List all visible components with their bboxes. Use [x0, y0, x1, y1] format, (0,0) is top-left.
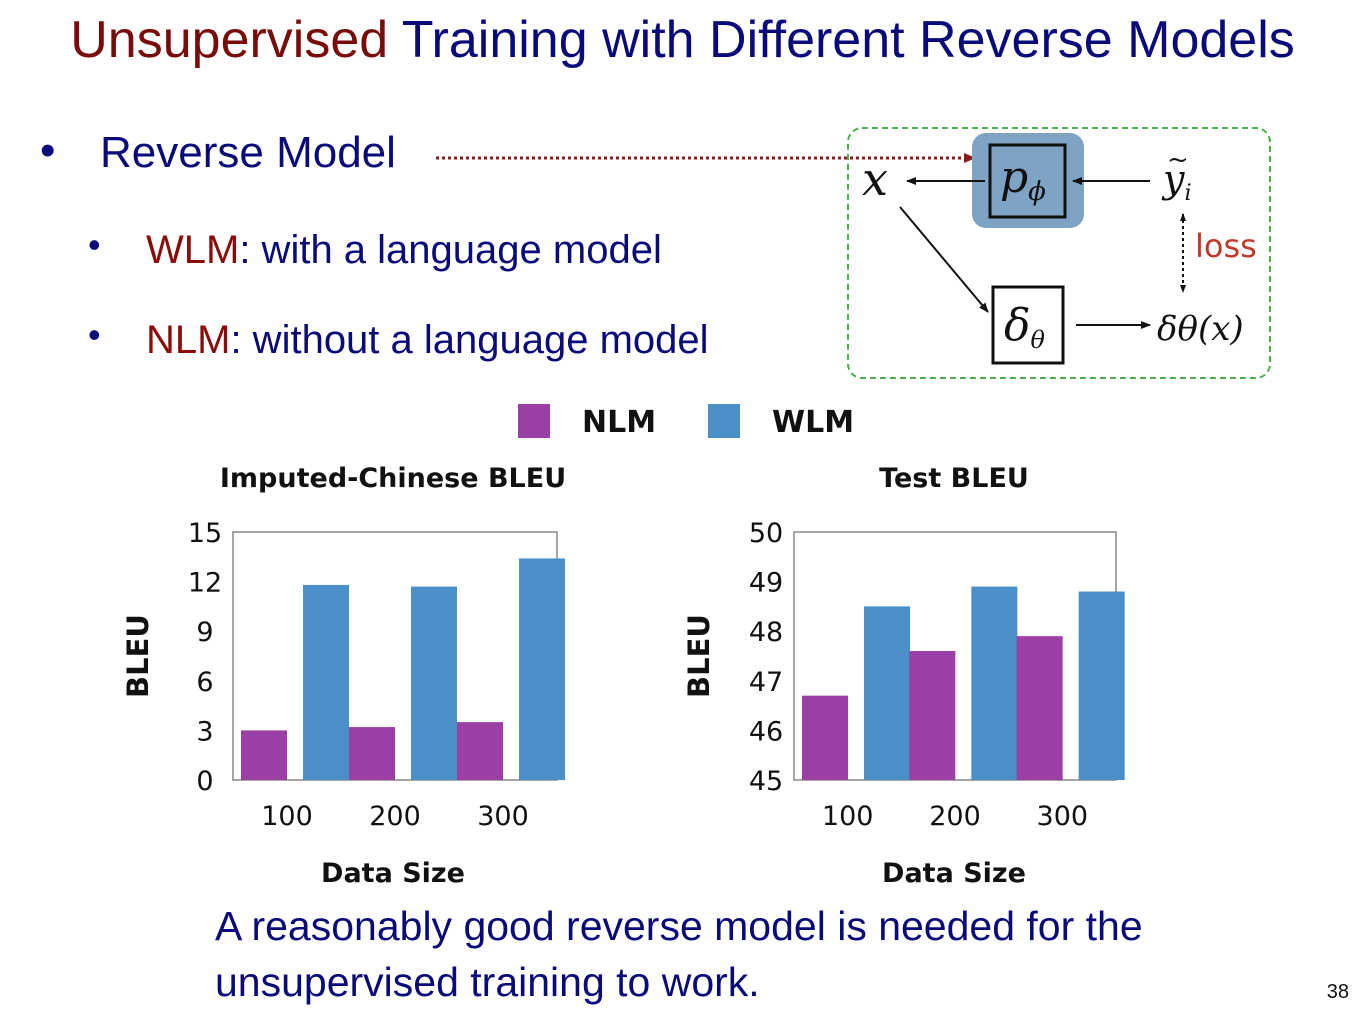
- x-tick-label: 300: [1037, 801, 1089, 832]
- y-label: yi: [1161, 157, 1192, 206]
- conclusion-text: A reasonably good reverse model is neede…: [215, 903, 1143, 1005]
- y-tick-label: 12: [188, 568, 222, 599]
- y-tick-label: 0: [196, 766, 213, 797]
- bar-wlm-100: [864, 606, 910, 780]
- y-tick-label: 6: [196, 667, 213, 698]
- nlm-desc: : without a language model: [230, 318, 709, 362]
- delta-label: δθ: [1004, 300, 1046, 354]
- x-label: x: [862, 152, 888, 206]
- reverse-model-diagram: pϕ x yi ~ δθ δθ(x) loss: [436, 127, 1271, 379]
- title-rest: Training with Different Reverse Models: [388, 11, 1295, 69]
- bullet-dot: •: [40, 126, 56, 175]
- legend-label-wlm: WLM: [772, 405, 854, 440]
- bar-nlm-300: [457, 722, 503, 780]
- y-tilde: ~: [1167, 145, 1189, 175]
- loss-label: loss: [1195, 227, 1257, 265]
- term-wlm: WLM: [146, 228, 240, 272]
- p-phi-label: pϕ: [1000, 152, 1046, 207]
- y-tick-label: 47: [749, 667, 783, 698]
- legend-label-nlm: NLM: [582, 405, 656, 440]
- x-axis-label: Data Size: [882, 858, 1026, 889]
- chart-title: Imputed-Chinese BLEU: [220, 463, 566, 494]
- y-tick-label: 48: [749, 617, 783, 648]
- y-tick-label: 15: [188, 518, 222, 549]
- page-number: 38: [1326, 981, 1349, 1003]
- delta-output: δθ(x): [1157, 309, 1244, 349]
- term-nlm: NLM: [146, 318, 231, 362]
- slide-title: Unsupervised Training with Different Rev…: [0, 8, 1365, 72]
- y-axis-label: BLEU: [682, 614, 716, 698]
- wlm-desc: : with a language model: [239, 228, 662, 272]
- x-tick-label: 300: [477, 801, 529, 832]
- x-tick-label: 100: [261, 801, 313, 832]
- bleu-charts: NLM WLM Imputed-Chinese BLEU 0 3 6 9 12 15 100 200…: [121, 404, 1125, 889]
- legend-swatch-nlm: [518, 404, 550, 438]
- bar-nlm-300: [1016, 636, 1063, 780]
- y-tick-label: 46: [749, 716, 783, 747]
- p-phi-box: [988, 143, 1067, 219]
- bar-wlm-300: [519, 558, 565, 780]
- chart-title: Test BLEU: [879, 463, 1029, 494]
- x-tick-label: 100: [822, 801, 874, 832]
- y-tick-label: 3: [196, 716, 213, 747]
- p-phi-highlight: [972, 133, 1084, 228]
- arrow-x-to-delta: [899, 206, 989, 313]
- bar-nlm-100: [802, 695, 848, 780]
- y-tick-label: 49: [749, 568, 783, 599]
- bar-nlm-100: [241, 730, 287, 780]
- delta-box: [991, 285, 1065, 365]
- x-axis-label: Data Size: [321, 858, 465, 889]
- y-axis-label: BLEU: [121, 614, 155, 698]
- y-tick-label: 50: [749, 518, 783, 549]
- bullet-text: Reverse Model: [100, 128, 396, 177]
- bar-wlm-100: [303, 584, 349, 780]
- title-accent: Unsupervised: [70, 11, 389, 69]
- bar-nlm-200: [909, 651, 956, 780]
- bullet-dot: •: [88, 224, 101, 265]
- bullet-dot: •: [88, 314, 101, 355]
- bar-wlm-200: [411, 586, 457, 780]
- x-tick-label: 200: [369, 801, 421, 832]
- bar-nlm-200: [349, 727, 395, 780]
- bar-wlm-200: [971, 586, 1018, 780]
- x-tick-label: 200: [929, 801, 981, 832]
- y-tick-label: 9: [196, 617, 213, 648]
- legend-swatch-wlm: [708, 404, 740, 438]
- bar-wlm-300: [1078, 591, 1125, 780]
- y-tick-label: 45: [749, 766, 783, 797]
